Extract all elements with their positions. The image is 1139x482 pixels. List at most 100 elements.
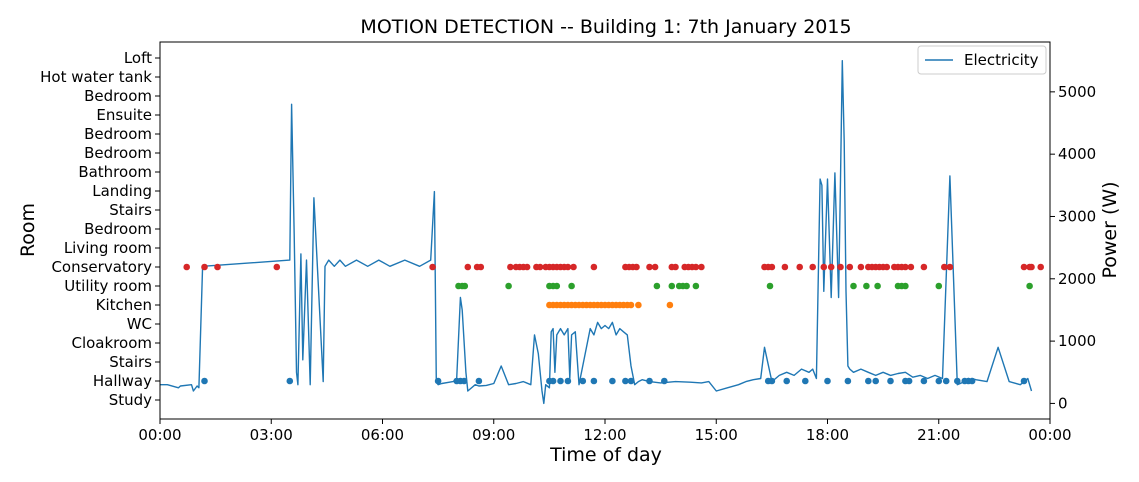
motion-event-point <box>214 263 221 271</box>
motion-event-point <box>666 301 674 309</box>
motion-event-point <box>1028 263 1035 271</box>
motion-event-point <box>553 282 561 290</box>
motion-event-point <box>783 377 790 385</box>
motion-event-point <box>627 301 635 309</box>
power-tick-label: 5000 <box>1058 83 1096 101</box>
room-tick-label: Bedroom <box>84 144 152 162</box>
x-tick-label: 00:00 <box>1028 426 1071 444</box>
motion-event-point <box>579 377 587 385</box>
x-tick-label: 03:00 <box>250 426 293 444</box>
motion-event-point <box>850 282 857 290</box>
motion-event-point <box>477 263 485 271</box>
motion-event-point <box>942 377 950 385</box>
room-tick-label: Conservatory <box>51 258 152 276</box>
room-tick-label: Kitchen <box>96 296 152 314</box>
motion-event-point <box>568 282 575 290</box>
motion-event-point <box>820 263 828 271</box>
power-axis: 0 1000 2000 3000 4000 5000 <box>1050 83 1096 412</box>
motion-event-point <box>698 263 705 271</box>
motion-event-point <box>766 282 774 290</box>
room-tick-label: Bathroom <box>78 163 152 181</box>
motion-event-point <box>286 377 294 385</box>
motion-event-point <box>692 282 700 290</box>
room-tick-label: Bedroom <box>84 125 152 143</box>
motion-event-point <box>802 377 809 385</box>
room-tick-label: WC <box>127 315 152 333</box>
motion-event-point <box>653 282 661 290</box>
motion-event-point <box>273 263 281 271</box>
motion-event-point <box>883 263 891 271</box>
x-tick-label: 15:00 <box>695 426 738 444</box>
x-tick-label: 09:00 <box>472 426 515 444</box>
x-axis-label: Time of day <box>549 444 662 466</box>
motion-event-point <box>946 263 954 271</box>
room-tick-label: Bedroom <box>84 87 152 105</box>
motion-event-point <box>954 377 961 385</box>
motion-event-point <box>683 282 690 290</box>
motion-event-point <box>622 377 629 385</box>
motion-event-point <box>633 263 640 271</box>
motion-event-point <box>201 377 208 385</box>
power-tick-label: 1000 <box>1058 332 1096 350</box>
motion-event-point <box>1037 263 1044 271</box>
motion-event-point <box>590 263 598 271</box>
motion-event-point <box>857 263 865 271</box>
x-tick-label: 18:00 <box>806 426 849 444</box>
motion-event-point <box>1020 377 1028 385</box>
motion-event-point <box>692 263 700 271</box>
motion-event-point <box>781 263 789 271</box>
motion-event-point <box>523 263 531 271</box>
x-tick-label: 06:00 <box>361 426 404 444</box>
motion-event-point <box>824 377 831 385</box>
motion-event-point <box>887 377 894 385</box>
motion-event-point <box>874 282 881 290</box>
room-tick-label: Loft <box>124 49 152 67</box>
motion-event-point <box>1026 282 1033 290</box>
motion-event-point <box>635 301 642 309</box>
motion-event-point <box>651 263 659 271</box>
room-tick-label: Bedroom <box>84 220 152 238</box>
motion-event-point <box>920 377 928 385</box>
x-tick-label: 21:00 <box>917 426 960 444</box>
motion-event-point <box>796 263 803 271</box>
power-tick-label: 3000 <box>1058 207 1096 225</box>
motion-event-point <box>902 263 909 271</box>
room-tick-label: Stairs <box>109 353 152 371</box>
legend-electricity-label: Electricity <box>964 51 1039 69</box>
motion-event-point <box>935 377 943 385</box>
motion-event-point <box>646 377 653 385</box>
motion-event-point <box>429 263 436 271</box>
motion-event-point <box>464 263 472 271</box>
motion-event-point <box>461 282 469 290</box>
legend-box <box>917 45 1047 75</box>
motion-event-point <box>920 263 928 271</box>
motion-event-point <box>768 377 776 385</box>
right-y-axis-label: Power (W) <box>1099 181 1121 278</box>
motion-event-point <box>907 263 915 271</box>
motion-event-point <box>672 263 679 271</box>
motion-event-point <box>564 377 572 385</box>
chart-title: MOTION DETECTION -- Building 1: 7th Janu… <box>360 16 851 38</box>
room-tick-label: Hallway <box>93 372 152 390</box>
motion-event-point <box>536 263 544 271</box>
motion-event-point <box>902 282 909 290</box>
motion-event-point <box>1020 263 1028 271</box>
motion-event-point <box>809 263 816 271</box>
motion-event-point <box>837 263 844 271</box>
motion-event-point <box>844 377 852 385</box>
power-tick-label: 0 <box>1058 394 1068 412</box>
motion-event-point <box>661 377 668 385</box>
room-tick-label: Utility room <box>64 277 152 295</box>
motion-event-point <box>627 377 635 385</box>
motion-event-point <box>549 377 557 385</box>
electricity-line <box>160 60 1033 405</box>
motion-event-point <box>564 263 572 271</box>
left-y-axis-label: Room <box>17 203 39 257</box>
room-tick-label: Living room <box>64 239 152 257</box>
motion-event-point <box>475 377 483 385</box>
motion-event-point <box>201 263 208 271</box>
motion-event-point <box>863 282 870 290</box>
x-axis: 00:00 03:00 06:00 09:00 12:00 15:00 18:00 21:00… <box>138 419 1072 444</box>
motion-event-point <box>872 377 879 385</box>
